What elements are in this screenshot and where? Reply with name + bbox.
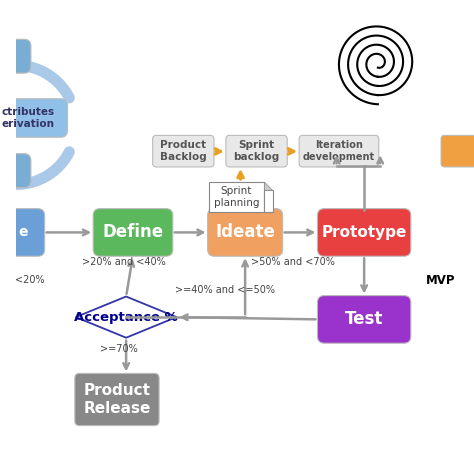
FancyBboxPatch shape bbox=[0, 99, 67, 137]
FancyBboxPatch shape bbox=[93, 209, 173, 256]
FancyBboxPatch shape bbox=[318, 296, 411, 343]
Text: Sprint
backlog: Sprint backlog bbox=[234, 140, 280, 162]
Polygon shape bbox=[264, 182, 273, 190]
Text: <20%: <20% bbox=[15, 275, 45, 285]
FancyBboxPatch shape bbox=[0, 39, 31, 73]
FancyBboxPatch shape bbox=[1, 209, 45, 256]
FancyBboxPatch shape bbox=[318, 209, 411, 256]
Text: Iteration
development: Iteration development bbox=[303, 140, 375, 162]
Text: >=40% and <=50%: >=40% and <=50% bbox=[174, 285, 274, 295]
Text: Define: Define bbox=[102, 223, 164, 241]
Text: Sprint
planning: Sprint planning bbox=[214, 186, 259, 208]
Text: Prototype: Prototype bbox=[321, 225, 407, 240]
FancyBboxPatch shape bbox=[75, 374, 159, 426]
Text: MVP: MVP bbox=[426, 274, 456, 287]
Text: >=70%: >=70% bbox=[100, 344, 138, 354]
FancyBboxPatch shape bbox=[299, 136, 379, 167]
Text: ctributes
erivation: ctributes erivation bbox=[1, 107, 54, 129]
Text: e: e bbox=[18, 226, 28, 239]
Polygon shape bbox=[76, 297, 176, 337]
FancyBboxPatch shape bbox=[441, 136, 474, 167]
FancyBboxPatch shape bbox=[264, 190, 273, 212]
FancyBboxPatch shape bbox=[208, 209, 283, 256]
FancyBboxPatch shape bbox=[209, 182, 264, 212]
FancyBboxPatch shape bbox=[0, 154, 31, 188]
FancyBboxPatch shape bbox=[153, 136, 214, 167]
Text: Test: Test bbox=[345, 310, 383, 328]
Text: Acceptance %: Acceptance % bbox=[74, 310, 178, 324]
Text: Ideate: Ideate bbox=[215, 223, 275, 241]
Text: e: e bbox=[5, 50, 14, 63]
Text: Product
Release: Product Release bbox=[83, 383, 151, 416]
Text: >50% and <70%: >50% and <70% bbox=[251, 257, 335, 267]
Text: Product
Backlog: Product Backlog bbox=[160, 140, 207, 162]
Text: >20% and <40%: >20% and <40% bbox=[82, 257, 166, 267]
FancyBboxPatch shape bbox=[226, 136, 287, 167]
